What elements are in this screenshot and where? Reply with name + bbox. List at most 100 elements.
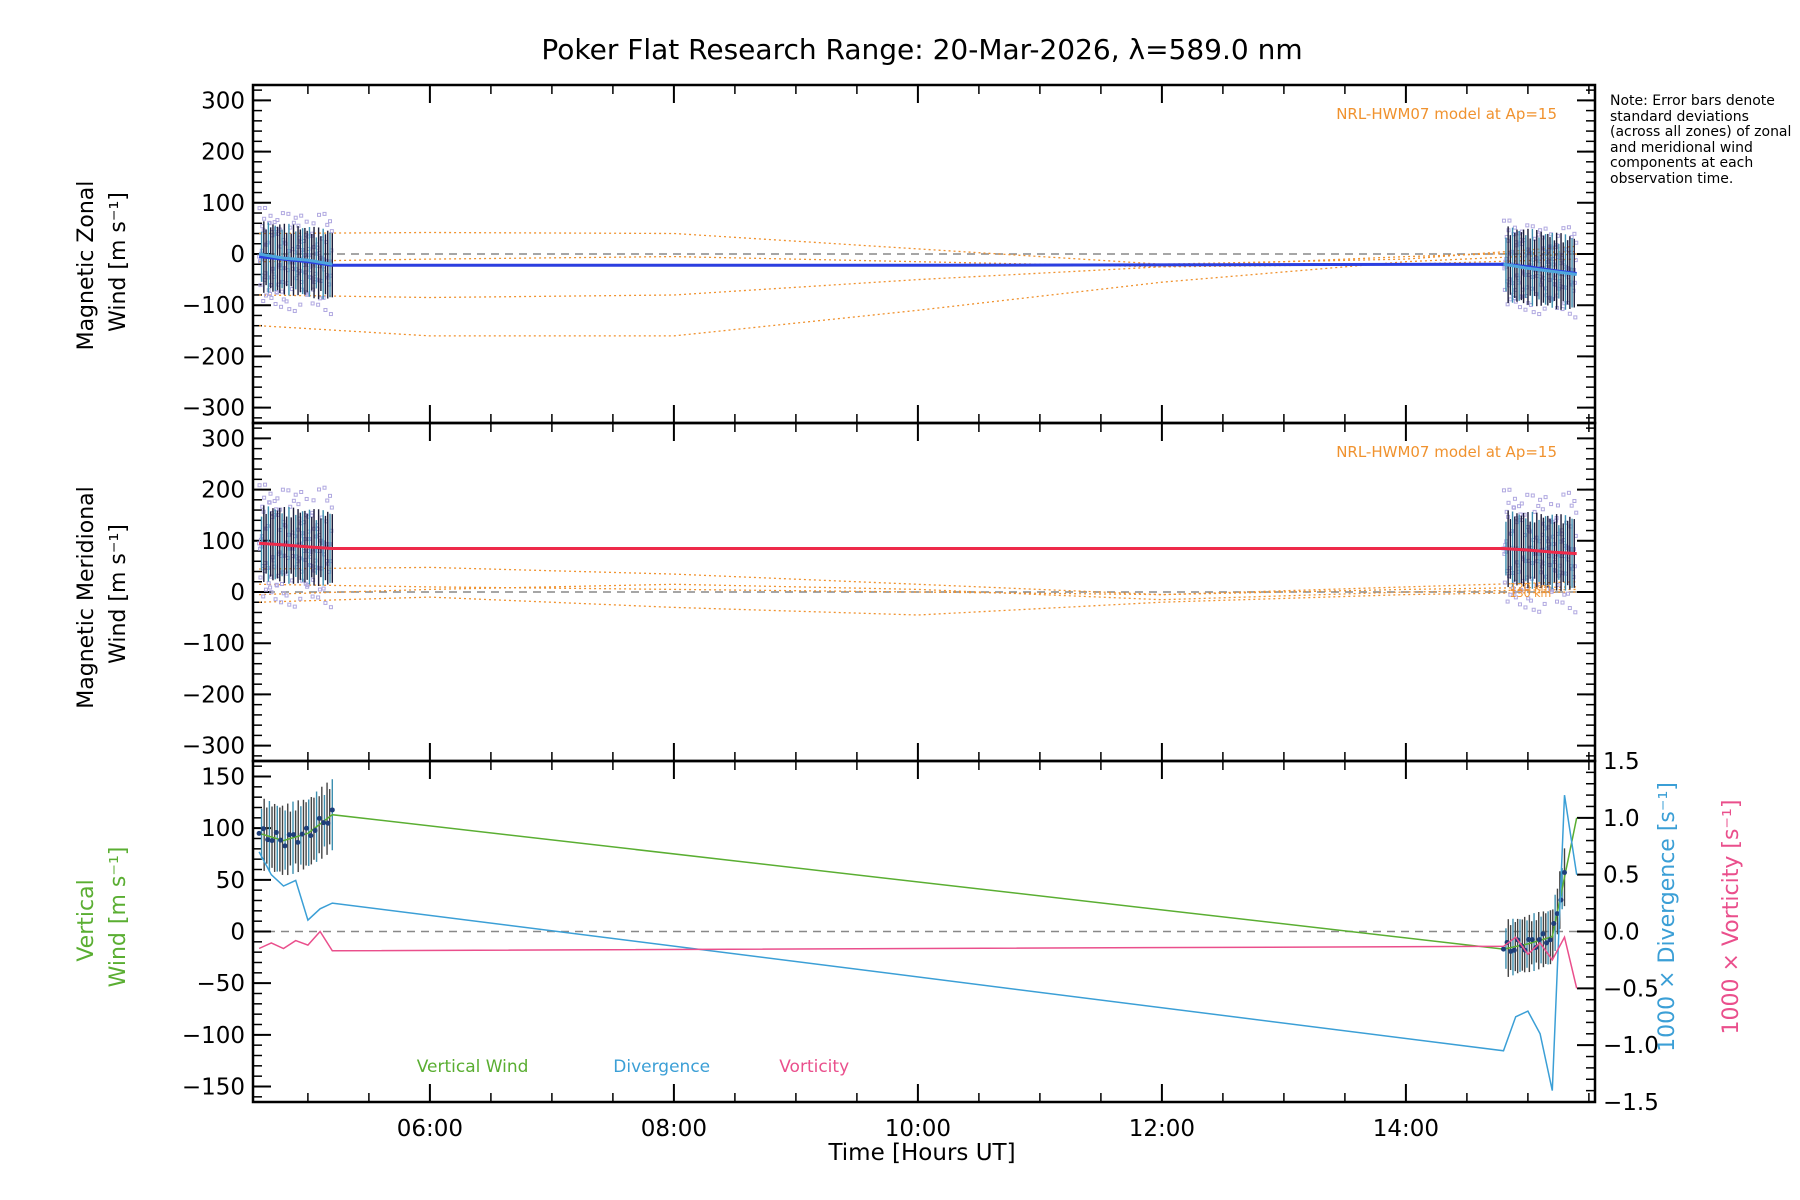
meridional-scatter-point <box>292 604 297 609</box>
y-tick-label: −100 <box>182 631 245 657</box>
model-curve <box>259 231 1577 265</box>
meridional-scatter-point <box>1537 609 1542 614</box>
zonal-scatter-point <box>316 302 321 307</box>
vertical-wind-point <box>286 832 292 838</box>
zonal-scatter-point <box>279 289 284 294</box>
model-curve <box>259 250 1577 299</box>
vertical-wind-point <box>1536 937 1542 943</box>
meridional-scatter-point <box>1519 501 1524 506</box>
vertical-wind-point <box>329 807 335 813</box>
meridional-scatter-point <box>323 600 328 605</box>
y-tick-label: 100 <box>201 191 245 217</box>
zonal-scatter-point <box>1538 228 1543 233</box>
error-bar-note: Note: Error bars denote standard deviati… <box>1610 93 1792 187</box>
meridional-scatter-point <box>279 600 284 605</box>
meridional-scatter-point <box>310 594 315 599</box>
meridional-scatter-point <box>281 591 286 596</box>
meridional-scatter-point <box>268 491 273 496</box>
meridional-scatter-point <box>280 487 285 492</box>
vertical-wind-point <box>273 829 279 835</box>
vertical-wind-point <box>260 826 266 832</box>
zonal-scatter-point <box>286 211 291 216</box>
meridional-scatter-point <box>311 498 316 503</box>
meridional-scatter-point <box>1566 490 1571 495</box>
meridional-scatter-point <box>296 502 301 507</box>
meridional-scatter-point <box>299 489 304 494</box>
meridional-scatter-point <box>275 496 280 501</box>
meridional-scatter-point <box>263 587 268 592</box>
vertical-wind-point <box>291 832 297 838</box>
meridional-scatter-point <box>1519 588 1524 593</box>
meridional-scatter-point <box>1566 591 1571 596</box>
meridional-scatter-point <box>317 587 322 592</box>
meridional-model-label: NRL-HWM07 model at Ap=15 <box>1336 443 1557 461</box>
zonal-scatter-point <box>323 307 328 312</box>
zonal-scatter-point <box>1573 315 1578 320</box>
zonal-scatter-point <box>1572 231 1577 236</box>
zonal-scatter-point <box>280 211 285 216</box>
vorticity-line <box>258 930 1578 989</box>
meridional-scatter-point <box>305 583 310 588</box>
meridional-scatter-point <box>1562 592 1567 597</box>
vertical-wind-point <box>1554 911 1560 917</box>
zonal-scatter-point <box>1501 218 1506 223</box>
meridional-scatter-point <box>310 510 315 515</box>
zonal-scatter-point <box>273 301 278 306</box>
model-curve <box>259 253 1577 337</box>
y-tick-label: 100 <box>201 529 245 555</box>
zonal-scatter-point <box>1561 226 1566 231</box>
meridional-scatter-point <box>268 585 273 590</box>
meridional-scatter-point <box>1567 606 1572 611</box>
vertical-wind-point <box>1544 940 1550 946</box>
y-tick-label: −100 <box>182 293 245 319</box>
zonal-scatter-point <box>329 229 334 234</box>
vertical-wind-point <box>1526 937 1532 943</box>
zonal-cyan-line <box>1503 262 1577 276</box>
x-tick-label: 10:00 <box>885 1116 951 1142</box>
zonal-scatter-point <box>317 212 322 217</box>
meridional-scatter-point <box>1526 596 1531 601</box>
x-tick-label: 08:00 <box>641 1116 707 1142</box>
meridional-scatter-point <box>1561 492 1566 497</box>
meridional-ylabel: Magnetic Meridional Wind [m s⁻¹] <box>74 479 131 708</box>
y-tick-label: −150 <box>182 1075 245 1101</box>
vertical-wind-point <box>269 838 275 844</box>
zonal-scatter-point <box>1569 235 1574 240</box>
zonal-scatter-point <box>1507 218 1512 223</box>
chart-title: Poker Flat Research Range: 20-Mar-2026, … <box>541 33 1302 66</box>
zonal-scatter-point <box>268 213 273 218</box>
meridional-scatter-point <box>274 507 279 512</box>
zonal-ylabel: Magnetic Zonal Wind [m s⁻¹] <box>74 174 131 351</box>
meridional-scatter-point <box>274 583 279 588</box>
zonal-scatter-point <box>311 221 316 226</box>
zonal-scatter-point <box>1508 297 1513 302</box>
meridional-scatter-point <box>1531 607 1536 612</box>
vertical-wind-point <box>1529 937 1535 943</box>
meridional-scatter-point <box>325 498 330 503</box>
y-tick-label: 300 <box>201 88 245 114</box>
zonal-scatter-point <box>1517 305 1522 310</box>
zonal-scatter-point <box>1512 225 1517 230</box>
meridional-scatter-point <box>286 488 291 493</box>
meridional-scatter-point <box>1517 504 1522 509</box>
meridional-scatter-point <box>1542 601 1547 606</box>
vertical-wind-point <box>1562 869 1567 875</box>
meridional-scatter-point <box>288 504 293 509</box>
vertical-wind-point <box>312 827 318 833</box>
zonal-scatter-point <box>279 304 284 309</box>
y2-tick-label: −1.0 <box>1603 1033 1659 1059</box>
zonal-scatter-point <box>287 307 292 312</box>
meridional-scatter-point <box>279 581 284 586</box>
vertical-wind-point <box>321 820 327 826</box>
zonal-cyan-line <box>258 252 333 266</box>
zonal-scatter-point <box>322 211 327 216</box>
y-tick-label: −300 <box>182 734 245 760</box>
y-tick-label: −50 <box>196 971 245 997</box>
y2-tick-label: 1.5 <box>1603 749 1640 775</box>
legend-divergence: Divergence <box>613 1057 710 1077</box>
zonal-scatter-point <box>263 205 268 210</box>
legend-vorticity: Vorticity <box>779 1057 849 1077</box>
meridional-wind-line <box>259 541 1577 556</box>
meridional-scatter-point <box>273 597 278 602</box>
